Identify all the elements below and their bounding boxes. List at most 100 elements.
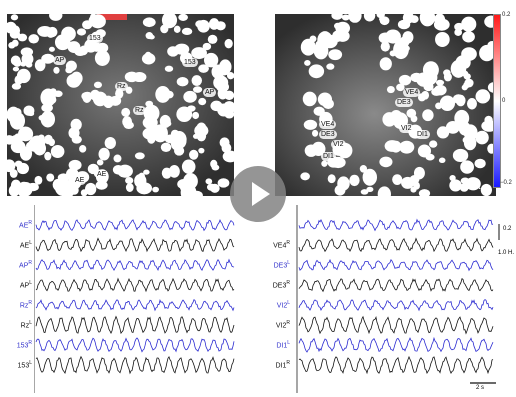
neuron-cell — [164, 65, 174, 72]
time-scale-label: 2 s — [476, 385, 485, 391]
neuron-cell — [125, 183, 134, 192]
trace-label: AEL — [19, 240, 32, 250]
neuron-cell — [9, 134, 23, 146]
neuron-cell — [11, 82, 22, 90]
neuron-cell — [425, 153, 435, 161]
activity-trace — [298, 218, 494, 232]
neuron-cell — [303, 119, 318, 130]
neuron-cell — [142, 17, 156, 28]
neuron-cell — [226, 72, 234, 80]
neuron-cell — [95, 43, 104, 51]
trace-label: 153R — [16, 340, 32, 350]
neuron-cell — [222, 150, 234, 163]
neuron-cell — [360, 189, 369, 195]
neuron-cell — [461, 70, 469, 77]
neuron-cell — [337, 176, 350, 191]
neuron-cell — [335, 30, 350, 42]
cell-label: Rz — [133, 106, 146, 115]
neuron-cell — [304, 144, 318, 157]
neuron-cell — [427, 68, 438, 77]
neuron-cell — [313, 42, 329, 60]
neuron-cell — [452, 148, 469, 163]
activity-trace — [35, 337, 235, 353]
colorbar-top-label: 0.2 — [502, 12, 511, 18]
neuron-cell — [52, 178, 63, 191]
neuron-cell — [422, 109, 434, 122]
frequency-label: 1.0 H. — [498, 250, 515, 256]
neuron-cell — [461, 16, 477, 32]
neuron-cell — [176, 77, 189, 87]
neuron-cell — [14, 75, 24, 85]
neuron-cell — [38, 115, 46, 121]
neuron-cell — [104, 136, 116, 149]
neuron-cell — [382, 112, 397, 127]
neuron-cell — [205, 178, 213, 185]
play-button[interactable] — [230, 166, 286, 222]
neuron-cell — [300, 172, 310, 181]
neuron-cell — [474, 158, 486, 169]
neuron-cell — [174, 43, 190, 55]
cell-label: AP — [53, 56, 67, 65]
neuron-cell — [50, 144, 65, 158]
neuron-cell — [406, 108, 417, 118]
cell-label: VE4 — [319, 120, 337, 129]
left-cells-svg — [7, 14, 234, 196]
neuron-cell — [192, 111, 200, 120]
neuron-cell — [198, 97, 207, 106]
neuron-cell — [308, 64, 325, 79]
neuron-cell — [74, 47, 86, 56]
neuron-cell — [480, 183, 492, 196]
neuron-cell — [366, 186, 374, 193]
neuron-cell — [161, 14, 178, 29]
neuron-cell — [321, 160, 328, 167]
neuron-cell — [125, 176, 134, 184]
neuron-cell — [79, 144, 87, 153]
neuron-cell — [207, 34, 218, 44]
neuron-cell — [155, 86, 171, 103]
neuron-cell — [161, 167, 172, 179]
neuron-cell — [17, 181, 31, 196]
cell-label: DE3 — [319, 130, 337, 139]
neuron-cell — [27, 111, 35, 117]
neuron-cell — [68, 159, 82, 171]
neuron-cell — [54, 34, 71, 51]
right-imaging-panel: VE4 DE3 VE4 DE3 VI2 DI1 VI2 DI1 R — [275, 14, 496, 196]
neuron-cell — [317, 92, 333, 107]
neuron-cell — [449, 179, 462, 192]
neuron-cell — [435, 102, 442, 110]
neuron-cell — [203, 52, 219, 68]
neuron-cell — [386, 85, 395, 94]
neuron-cell — [49, 14, 63, 21]
activity-trace — [35, 277, 235, 293]
neuron-cell — [328, 49, 343, 61]
neuron-cell — [419, 14, 436, 27]
trace-label: APL — [19, 280, 32, 290]
neuron-cell — [28, 34, 40, 44]
neuron-cell — [41, 53, 55, 64]
neuron-cell — [193, 86, 203, 93]
neuron-cell — [452, 124, 460, 131]
neuron-cell — [392, 174, 403, 186]
cell-label: 153 — [182, 58, 198, 67]
neuron-cell — [93, 81, 103, 89]
neuron-cell — [462, 136, 473, 144]
neuron-cell — [96, 159, 104, 166]
neuron-cell — [464, 78, 474, 88]
neuron-cell — [53, 90, 63, 98]
neuron-cell — [309, 35, 317, 43]
neuron-cell — [148, 34, 155, 40]
left-imaging-panel: 153 AP 153 Rz Rz AP AE AE R — [7, 14, 234, 196]
cell-label: DI1 — [415, 130, 430, 139]
neuron-cell — [47, 26, 58, 38]
trace-label: DE3R — [272, 280, 290, 290]
neuron-cell — [418, 189, 431, 196]
neuron-cell — [171, 131, 187, 148]
neuron-cell — [191, 75, 202, 86]
activity-trace — [298, 355, 494, 375]
neuron-cell — [65, 60, 77, 72]
cell-label: AE — [73, 176, 87, 185]
neuron-cell — [84, 182, 97, 196]
activity-trace — [35, 315, 235, 335]
neuron-cell — [475, 89, 491, 104]
colorbar-bottom-label: −0.2 — [500, 180, 512, 186]
